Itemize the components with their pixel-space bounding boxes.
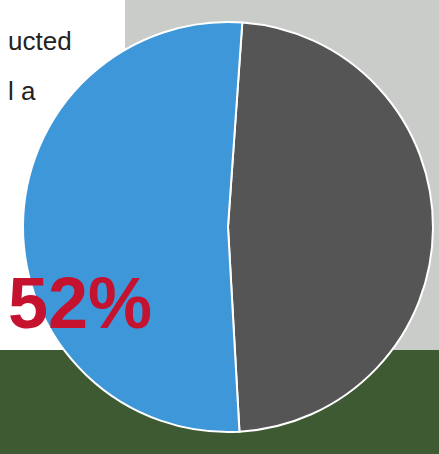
pie-slice xyxy=(23,22,242,432)
chart: ucted l a 52% xyxy=(0,0,439,454)
annotation: ucted xyxy=(8,26,72,56)
pie-slice xyxy=(228,22,433,431)
annotation: l a xyxy=(8,76,36,106)
data-label: 52% xyxy=(8,263,152,343)
background xyxy=(0,0,439,454)
pie xyxy=(23,22,433,432)
